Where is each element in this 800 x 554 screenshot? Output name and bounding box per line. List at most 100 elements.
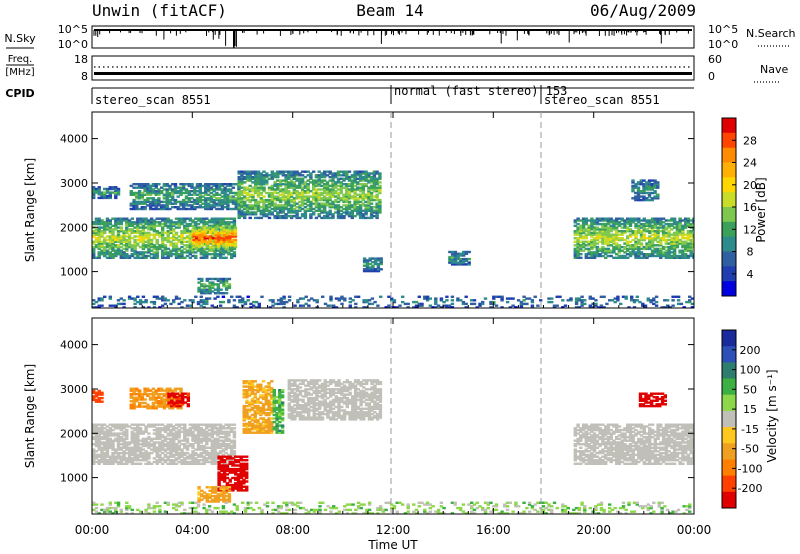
heatmap-cell (361, 170, 365, 173)
heatmap-cell (176, 206, 180, 209)
heatmap-cell (147, 228, 151, 231)
heatmap-cell (97, 437, 101, 441)
heatmap-cell (336, 181, 341, 184)
heatmap-cell (650, 183, 654, 186)
heatmap-cell (581, 244, 586, 247)
heatmap-cell (653, 217, 657, 220)
heatmap-cell (210, 217, 214, 220)
heatmap-cell (149, 437, 154, 441)
heatmap-cell (368, 262, 372, 266)
heatmap-cell (177, 224, 181, 227)
heatmap-cell (610, 299, 615, 302)
heatmap-cell (581, 237, 586, 240)
heatmap-cell (245, 198, 250, 202)
heatmap-cell (202, 439, 206, 442)
heatmap-cell (125, 434, 129, 437)
heatmap-cell (336, 177, 341, 180)
heatmap-cell (154, 200, 158, 204)
heatmap-cell (254, 191, 258, 195)
heatmap-cell (665, 299, 670, 302)
heatmap-cell (149, 228, 154, 231)
heatmap-cell (372, 211, 377, 214)
heatmap-cell (205, 254, 209, 258)
heatmap-cell (231, 247, 235, 251)
heatmap-cell (205, 450, 209, 453)
heatmap-cell (202, 256, 206, 259)
heatmap-cell (154, 186, 158, 189)
heatmap-cell (635, 295, 639, 298)
heatmap-cell (672, 240, 677, 243)
heatmap-cell (143, 207, 147, 211)
heatmap-cell (100, 219, 104, 222)
heatmap-cell (609, 249, 613, 252)
heatmap-cell (331, 195, 335, 198)
heatmap-cell (103, 451, 107, 455)
velocity-data (92, 379, 694, 514)
heatmap-cell (119, 436, 123, 439)
heatmap-cell (202, 244, 206, 247)
heatmap-cell (161, 219, 165, 222)
heatmap-cell (185, 304, 190, 307)
heatmap-cell (364, 170, 368, 173)
heatmap-cell (284, 204, 288, 207)
heatmap-cell (222, 226, 227, 229)
heatmap-cell (615, 238, 619, 242)
heatmap-cell (114, 237, 118, 240)
heatmap-cell (92, 437, 96, 441)
heatmap-cell (634, 183, 638, 186)
heatmap-cell (664, 228, 669, 231)
heatmap-cell (361, 216, 365, 220)
heatmap-cell (634, 195, 638, 198)
heatmap-cell (206, 186, 211, 189)
heatmap-cell (323, 211, 327, 214)
heatmap-cell (185, 231, 190, 235)
heatmap-cell (345, 206, 349, 209)
heatmap-cell (94, 238, 99, 242)
heatmap-cell (199, 432, 203, 435)
heatmap-cell (240, 200, 244, 204)
heatmap-cell (434, 299, 438, 302)
heatmap-cell (211, 230, 215, 233)
heatmap-cell (127, 450, 132, 453)
heatmap-cell (130, 446, 134, 449)
heatmap-cell (183, 439, 187, 442)
heatmap-cell (303, 202, 308, 205)
heatmap-cell (300, 183, 305, 186)
heatmap-cell (292, 181, 297, 184)
heatmap-cell (227, 221, 231, 224)
heatmap-cell (130, 247, 134, 251)
heatmap-cell (248, 198, 252, 202)
heatmap-cell (174, 295, 179, 298)
heatmap-cell (254, 300, 259, 304)
heatmap-cell (590, 254, 594, 258)
heatmap-cell (592, 237, 597, 240)
heatmap-cell (136, 428, 140, 432)
heatmap-cell (169, 448, 173, 451)
heatmap-cell (356, 200, 360, 204)
heatmap-cell (161, 441, 165, 444)
heatmap-cell (353, 170, 357, 173)
heatmap-cell (456, 299, 460, 302)
heatmap-cell (168, 198, 172, 202)
heatmap-cell (190, 204, 194, 207)
heatmap-cell (218, 432, 223, 435)
heatmap-cell (108, 446, 112, 449)
heatmap-cell (592, 226, 597, 229)
heatmap-cell (196, 219, 201, 222)
heatmap-cell (347, 177, 352, 180)
heatmap-cell (612, 222, 616, 226)
heatmap-cell (317, 177, 321, 180)
heatmap-cell (331, 204, 335, 207)
heatmap-cell (331, 181, 335, 184)
heatmap-cell (692, 244, 694, 247)
heatmap-cell (228, 235, 232, 238)
heatmap-cell (144, 233, 148, 236)
heatmap-cell (100, 432, 104, 435)
heatmap-cell (356, 188, 360, 191)
heatmap-cell (157, 188, 161, 191)
heatmap-cell (289, 184, 294, 188)
heatmap-cell (628, 222, 633, 226)
heatmap-cell (193, 206, 197, 209)
heatmap-cell (138, 302, 143, 306)
heatmap-cell (595, 222, 600, 226)
